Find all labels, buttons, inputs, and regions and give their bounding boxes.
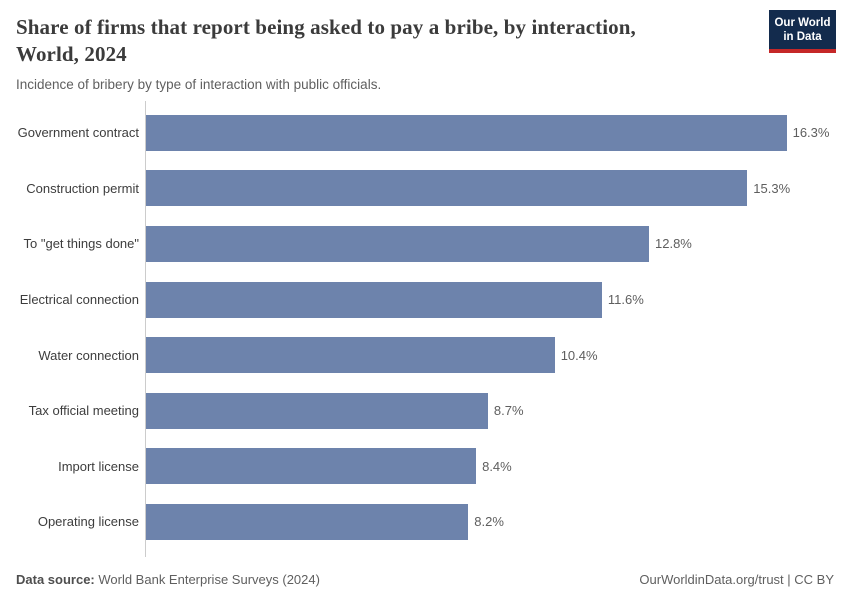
chart-row: Government contract 16.3% (0, 105, 850, 161)
value-label: 8.4% (482, 458, 512, 474)
value-label: 15.3% (753, 180, 791, 196)
chart-row: Import license 8.4% (0, 439, 850, 495)
category-label: Construction permit (26, 180, 139, 196)
value-label: 10.4% (560, 347, 598, 363)
bar[interactable] (146, 392, 488, 429)
data-source-label: Data source: (16, 572, 95, 587)
page-title: Share of firms that report being asked t… (16, 15, 636, 66)
value-label: 16.3% (792, 125, 830, 141)
bar-zone: 11.6% (146, 281, 850, 318)
bar-zone: 10.4% (146, 337, 850, 374)
chart-row: Operating license 8.2% (0, 494, 850, 550)
chart-row: Tax official meeting 8.7% (0, 383, 850, 439)
chart-rows: Government contract 16.3% Construction p… (0, 101, 850, 557)
category-label: Import license (58, 458, 139, 474)
bar[interactable] (146, 170, 748, 207)
attribution-link[interactable]: OurWorldinData.org/trust | CC BY (639, 572, 834, 587)
data-source-text: World Bank Enterprise Surveys (2024) (94, 572, 320, 587)
bar-zone: 8.7% (146, 392, 850, 429)
value-label: 8.7% (493, 403, 524, 419)
chart-row: Water connection 10.4% (0, 327, 850, 383)
bar-zone: 12.8% (146, 225, 850, 262)
chart-footer: Data source: World Bank Enterprise Surve… (16, 572, 834, 587)
value-label: 12.8% (655, 236, 692, 252)
category-label: Electrical connection (19, 292, 139, 308)
bar[interactable] (146, 225, 649, 262)
bar[interactable] (146, 448, 477, 485)
category-label: Tax official meeting (28, 403, 139, 419)
chart-row: To "get things done" 12.8% (0, 216, 850, 272)
category-label: Operating license (37, 514, 139, 530)
owid-logo[interactable]: Our World in Data (769, 10, 836, 53)
bar[interactable] (146, 337, 555, 374)
category-label: Government contract (17, 125, 139, 141)
bar-zone: 8.2% (146, 503, 850, 540)
value-label: 8.2% (474, 514, 504, 530)
page-subtitle: Incidence of bribery by type of interact… (16, 77, 382, 92)
bar[interactable] (146, 503, 469, 540)
bar[interactable] (146, 114, 787, 151)
bar-zone: 15.3% (146, 170, 850, 207)
category-label: Water connection (38, 347, 139, 363)
chart-row: Electrical connection 11.6% (0, 272, 850, 328)
value-label: 11.6% (607, 292, 644, 308)
bar-zone: 8.4% (146, 448, 850, 485)
bar[interactable] (146, 281, 602, 318)
chart-row: Construction permit 15.3% (0, 161, 850, 217)
bar-chart: Government contract 16.3% Construction p… (0, 101, 850, 557)
category-label: To "get things done" (23, 236, 139, 252)
y-axis-line (145, 101, 146, 557)
bar-zone: 16.3% (146, 114, 850, 151)
chart-header: Share of firms that report being asked t… (0, 0, 850, 92)
data-source: Data source: World Bank Enterprise Surve… (16, 572, 320, 587)
owid-logo-line2: in Data (783, 31, 822, 43)
owid-logo-line1: Our World (774, 17, 831, 29)
